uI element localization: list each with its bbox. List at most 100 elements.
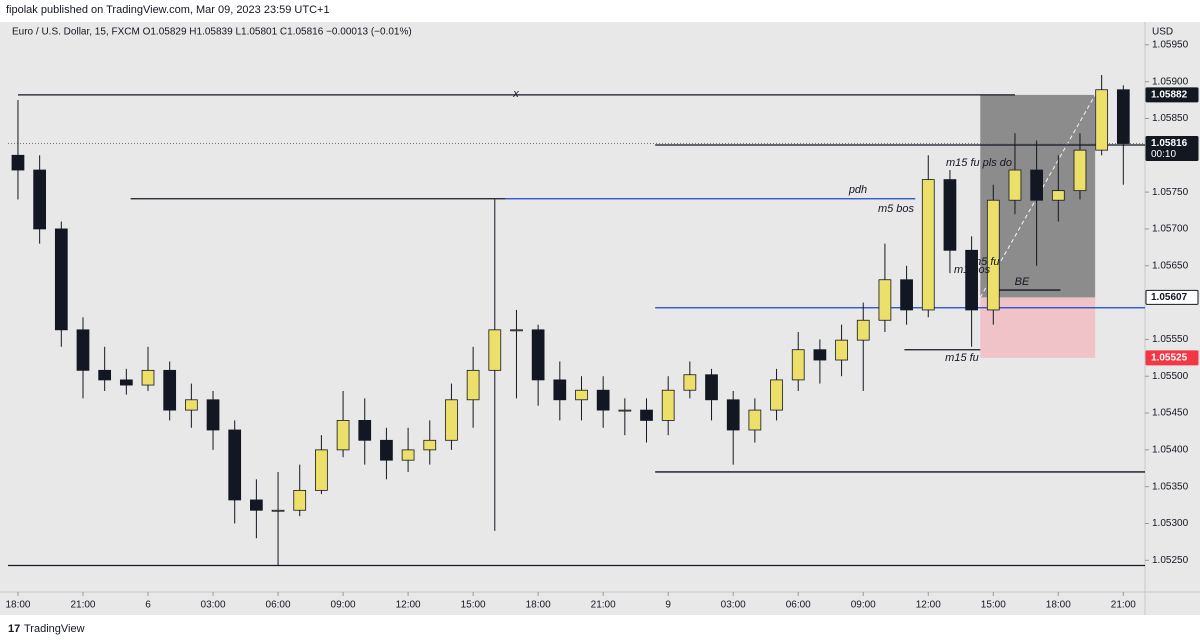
candle-body <box>11 154 25 171</box>
annotation: m5 bos <box>878 203 915 215</box>
candle-body <box>835 339 848 361</box>
candle-body <box>423 439 437 451</box>
price-label-box <box>1145 350 1199 366</box>
y-tick-label: 1.05500 <box>1152 371 1189 382</box>
x-tick-label: 12:00 <box>916 600 941 611</box>
x-tick-label: 18:00 <box>526 600 551 611</box>
candle-body <box>596 389 610 411</box>
candle-body <box>76 329 90 371</box>
candle-body <box>488 329 502 371</box>
candle-body <box>921 179 935 311</box>
candle-body <box>163 369 177 411</box>
candle-body <box>986 199 1000 311</box>
x-tick-label: 12:00 <box>396 600 421 611</box>
candle-body <box>878 279 892 321</box>
annotation: m1 bos <box>954 264 991 276</box>
candle-body <box>791 349 805 381</box>
x-tick-label: 09:00 <box>851 600 876 611</box>
publisher: fipolak published on TradingView.com, Ma… <box>6 4 330 16</box>
candle-body <box>661 389 675 421</box>
price-label-box <box>1145 136 1199 162</box>
candle-body <box>1095 89 1109 151</box>
x-tick-label: 06:00 <box>266 600 291 611</box>
candle-body <box>575 389 588 401</box>
annotation: pdh <box>848 184 867 196</box>
candle-body <box>401 449 415 461</box>
candle-body <box>293 489 307 511</box>
x-tick-label: 18:00 <box>5 600 30 611</box>
footer-brand: TradingView <box>24 623 85 635</box>
candle-body <box>531 329 545 381</box>
candle-body <box>705 374 718 401</box>
y-tick-label: 1.05950 <box>1152 39 1189 50</box>
candle-body <box>1051 190 1065 201</box>
price-label-box <box>1145 87 1199 103</box>
x-tick-label: 21:00 <box>70 600 95 611</box>
candle-body <box>445 399 458 441</box>
y-tick-label: 1.05650 <box>1152 260 1189 271</box>
candle-body <box>466 369 480 401</box>
axis-unit: USD <box>1152 27 1173 38</box>
price-label: 1.05882 <box>1151 90 1188 101</box>
candle-body <box>510 329 523 332</box>
candle-body <box>98 369 112 381</box>
candle-body <box>813 349 827 361</box>
y-tick-label: 1.05850 <box>1152 113 1189 124</box>
x-tick-label: 21:00 <box>591 600 616 611</box>
candle-body <box>271 509 285 512</box>
annotation: m15 fu <box>945 352 979 364</box>
candle-body <box>1008 169 1022 201</box>
y-tick-label: 1.05350 <box>1152 481 1189 492</box>
x-tick-label: 6 <box>145 600 151 611</box>
x-tick-label: 03:00 <box>201 600 226 611</box>
candle-body <box>748 409 762 431</box>
candle-body <box>315 449 328 491</box>
price-label: 1.05816 <box>1151 138 1188 149</box>
candle-body <box>380 439 393 461</box>
candle-body <box>900 279 913 311</box>
candle-body <box>336 420 350 451</box>
candle-body <box>1116 89 1130 144</box>
x-tick-label: 15:00 <box>461 600 486 611</box>
candle-body <box>33 169 47 230</box>
candle-body <box>228 429 242 501</box>
price-label-box <box>1145 289 1199 305</box>
candle-body <box>119 379 133 386</box>
y-tick-label: 1.05900 <box>1152 76 1189 87</box>
x-tick-label: 09:00 <box>331 600 356 611</box>
candle-body <box>943 179 957 251</box>
candle-body <box>965 249 978 311</box>
annotation: BE <box>1015 276 1030 288</box>
footer-logo-mark: 17 <box>8 623 20 635</box>
y-tick-label: 1.05450 <box>1152 408 1189 419</box>
candle-body <box>553 379 567 401</box>
candle-body <box>726 399 740 431</box>
x-tick-label: 18:00 <box>1046 600 1071 611</box>
annotation: x <box>512 88 519 100</box>
y-tick-label: 1.05250 <box>1152 555 1189 566</box>
candle-body <box>250 499 263 511</box>
candle-body <box>1073 149 1087 192</box>
y-tick-label: 1.05550 <box>1152 334 1189 345</box>
x-tick-label: 15:00 <box>981 600 1006 611</box>
y-tick-label: 1.05400 <box>1152 445 1189 456</box>
candle-body <box>358 420 372 441</box>
candle-body <box>141 369 155 386</box>
price-label: 1.05607 <box>1151 292 1188 303</box>
x-tick-label: 06:00 <box>786 600 811 611</box>
symbol-info: Euro / U.S. Dollar, 15, FXCM O1.05829 H1… <box>12 27 412 38</box>
annotation: m15 fu pls do <box>946 157 1012 169</box>
candle-body <box>770 379 783 411</box>
annotation: m5 fu <box>972 256 1000 268</box>
x-tick-label: 03:00 <box>721 600 746 611</box>
y-tick-label: 1.05700 <box>1152 224 1189 235</box>
candle-body <box>1030 169 1043 201</box>
candle-body <box>856 319 870 341</box>
candle-body <box>54 228 68 331</box>
candle-body <box>640 409 653 421</box>
candle-body <box>184 399 198 411</box>
price-label-countdown: 00:10 <box>1151 149 1176 160</box>
candle-body <box>206 399 220 431</box>
